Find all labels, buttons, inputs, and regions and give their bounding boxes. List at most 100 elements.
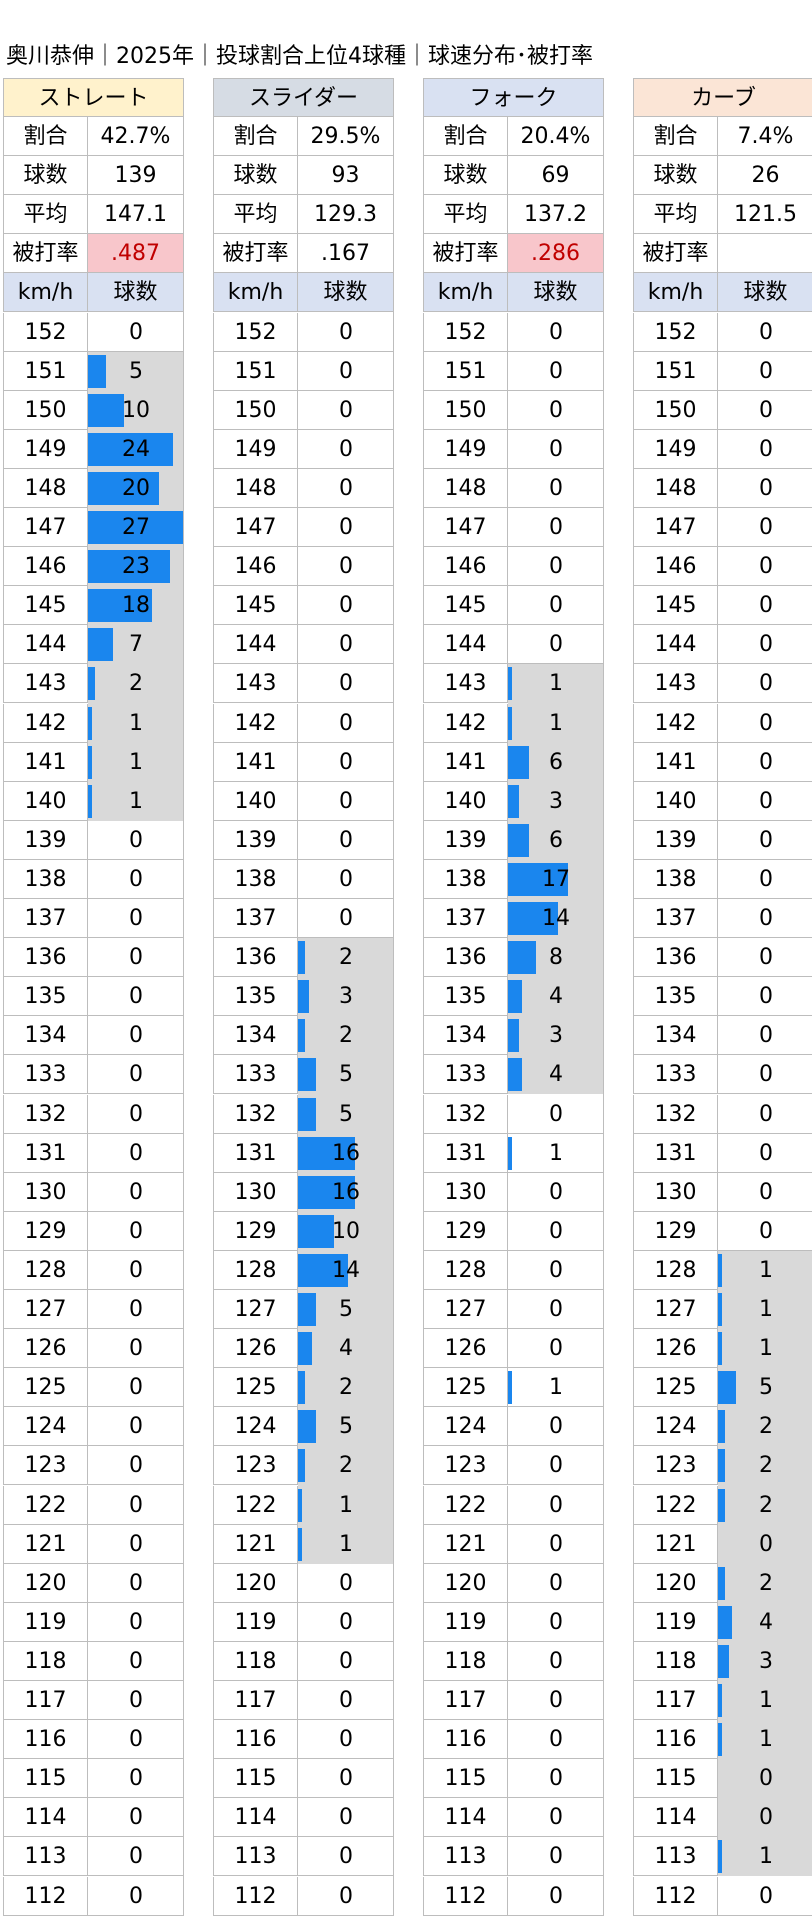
count-value: 3 [339, 984, 353, 1010]
panel-right-border [183, 78, 184, 1916]
speed-label: 112 [423, 1876, 508, 1916]
count-value: 0 [549, 1570, 563, 1596]
count-bar [718, 1684, 722, 1718]
batting-average-label: 被打率 [423, 234, 508, 274]
ratio-value: 42.7% [88, 117, 184, 156]
speed-label: 141 [3, 742, 88, 782]
count-value: 2 [759, 1414, 773, 1440]
count-value: 1 [549, 1375, 563, 1401]
speed-label: 130 [3, 1172, 88, 1212]
speed-label: 143 [633, 664, 718, 704]
batting-average-value [718, 234, 812, 274]
count-value: 0 [549, 554, 563, 580]
speed-label: 151 [3, 351, 88, 391]
count-value: 0 [129, 827, 143, 853]
count-cell [718, 1095, 812, 1134]
count-value: 0 [549, 1648, 563, 1674]
speed-label: 129 [213, 1211, 298, 1251]
count-value: 0 [549, 1805, 563, 1831]
speed-label: 137 [633, 899, 718, 938]
count-bar [718, 1410, 726, 1444]
count-bar [298, 1097, 316, 1131]
speed-label: 115 [3, 1759, 88, 1799]
speed-label: 120 [633, 1563, 718, 1603]
count-value: 0 [549, 1727, 563, 1753]
page-title: 奥川恭伸｜2025年｜投球割合上位4球種｜球速分布･被打率 [6, 44, 593, 69]
count-value: 1 [759, 1844, 773, 1870]
count-value: 0 [339, 1883, 353, 1909]
speed-label: 137 [3, 899, 88, 938]
speed-label: 133 [633, 1055, 718, 1095]
count-value: 0 [759, 1062, 773, 1088]
speed-label: 130 [213, 1172, 298, 1212]
count-value: 3 [549, 788, 563, 814]
speed-label: 116 [3, 1720, 88, 1760]
count-value: 2 [759, 1453, 773, 1479]
range-background [298, 938, 394, 1564]
count-bar [298, 1214, 334, 1248]
count-value: 0 [549, 358, 563, 384]
count-value: 0 [129, 1531, 143, 1557]
count-cell [718, 586, 812, 626]
count-bar [298, 980, 309, 1014]
count-value: 0 [759, 866, 773, 892]
speed-label: 127 [213, 1290, 298, 1329]
speed-label: 118 [423, 1641, 508, 1681]
count-value: 0 [759, 358, 773, 384]
speed-label: 113 [3, 1837, 88, 1877]
speed-label: 123 [213, 1446, 298, 1486]
ratio-value: 20.4% [508, 117, 604, 156]
count-value: 0 [339, 515, 353, 540]
count-bar [88, 471, 160, 505]
count-value: 2 [759, 1570, 773, 1596]
count-bar [298, 1136, 355, 1170]
average-label: 平均 [633, 195, 718, 235]
speed-label: 149 [633, 429, 718, 469]
count-value: 14 [542, 906, 570, 931]
count-value: 1 [759, 1727, 773, 1753]
speed-label: 145 [633, 586, 718, 626]
count-value: 0 [549, 1218, 563, 1244]
count-value: 2 [339, 1375, 353, 1401]
speed-label: 119 [633, 1602, 718, 1642]
speed-label: 112 [633, 1876, 718, 1916]
count-value: 0 [759, 632, 773, 658]
speed-label: 148 [3, 468, 88, 508]
count-bar [508, 784, 519, 818]
count-bar [508, 1058, 523, 1092]
speed-label: 150 [213, 390, 298, 430]
speed-label: 146 [213, 547, 298, 587]
speed-label: 137 [423, 899, 508, 938]
speed-label: 123 [3, 1446, 88, 1486]
speed-label: 151 [633, 351, 718, 391]
count-bar [88, 589, 152, 623]
speed-label: 134 [633, 1016, 718, 1056]
count-bar [718, 1723, 722, 1757]
count-value: 16 [332, 1140, 360, 1166]
speed-label: 132 [633, 1094, 718, 1134]
count-value: 0 [549, 1609, 563, 1635]
average-label: 平均 [213, 195, 298, 235]
count-value: 4 [339, 1336, 353, 1362]
count-value: 0 [549, 1179, 563, 1205]
count-bar [508, 1019, 519, 1053]
count-value: 0 [129, 1414, 143, 1440]
count-value: 10 [332, 1218, 360, 1244]
count-cell [718, 743, 812, 782]
speed-label: 139 [3, 820, 88, 860]
speed-label: 116 [213, 1720, 298, 1760]
batting-average-value: .167 [298, 234, 394, 274]
count-cell [718, 1173, 812, 1212]
count-value: 0 [339, 475, 353, 501]
count-value: 0 [759, 436, 773, 462]
average-value: 137.2 [508, 195, 604, 235]
speed-column-header: km/h [423, 273, 508, 313]
speed-label: 136 [213, 938, 298, 978]
count-value: 0 [759, 593, 773, 619]
count-value: 0 [549, 515, 563, 540]
count-value: 0 [549, 593, 563, 619]
count-cell [718, 547, 812, 587]
count-value: 0 [129, 866, 143, 892]
count-value: 0 [759, 1023, 773, 1049]
count-value: 0 [339, 1688, 353, 1713]
